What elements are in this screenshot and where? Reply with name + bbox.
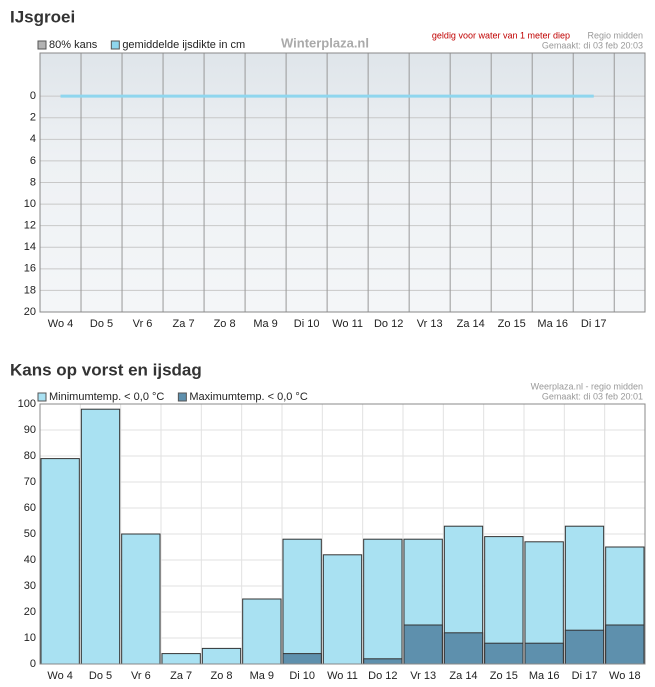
x-tick-label: Do 12 bbox=[368, 670, 397, 682]
legend-label: Maximumtemp. < 0,0 °C bbox=[189, 391, 307, 403]
plot-border bbox=[39, 403, 646, 665]
legend-swatch bbox=[110, 40, 120, 50]
x-tick-label: Wo 11 bbox=[332, 318, 363, 330]
bar bbox=[564, 629, 605, 665]
x-tick-label: Vr 6 bbox=[133, 318, 153, 330]
bar bbox=[322, 554, 363, 665]
x-tick-label: Zo 8 bbox=[214, 318, 236, 330]
y-tick-label: 50 bbox=[24, 528, 36, 540]
x-tick-label: Ma 16 bbox=[537, 318, 568, 330]
y-tick-label: 100 bbox=[18, 398, 36, 410]
y-tick-label: 6 bbox=[30, 155, 36, 167]
x-tick-label: Za 7 bbox=[170, 670, 192, 682]
annotation: Regio midden bbox=[587, 30, 643, 40]
legend-swatch bbox=[37, 40, 47, 50]
x-tick-label: Do 5 bbox=[89, 670, 112, 682]
bar bbox=[242, 598, 282, 665]
bar bbox=[40, 458, 80, 665]
y-tick-label: 60 bbox=[24, 502, 36, 514]
x-tick-label: Do 5 bbox=[90, 318, 113, 330]
x-tick-label: Vr 6 bbox=[131, 670, 151, 682]
legend-label: gemiddelde ijsdikte in cm bbox=[122, 39, 245, 51]
annotation: geldig voor water van 1 meter diep bbox=[432, 30, 570, 40]
y-tick-label: 0 bbox=[30, 658, 36, 670]
bar bbox=[605, 624, 645, 665]
legend-label: 80% kans bbox=[49, 39, 98, 51]
plot-border bbox=[39, 52, 646, 313]
y-tick-label: 10 bbox=[24, 198, 36, 210]
watermark: Winterplaza.nl bbox=[281, 35, 369, 50]
x-tick-label: Di 17 bbox=[581, 318, 607, 330]
y-tick-label: 0 bbox=[30, 90, 36, 102]
x-tick-label: Za 14 bbox=[457, 318, 485, 330]
x-tick-label: Di 10 bbox=[294, 318, 320, 330]
x-tick-label: Vr 13 bbox=[410, 670, 436, 682]
annotation: Gemaakt: di 03 feb 20:03 bbox=[542, 40, 643, 50]
x-tick-label: Di 10 bbox=[289, 670, 315, 682]
legend-label: Minimumtemp. < 0,0 °C bbox=[49, 391, 164, 403]
bar bbox=[443, 632, 484, 665]
x-tick-label: Wo 11 bbox=[327, 670, 358, 682]
chart-title: IJsgroei bbox=[10, 7, 75, 26]
x-tick-label: Wo 4 bbox=[48, 318, 73, 330]
y-tick-label: 4 bbox=[30, 133, 36, 145]
chart-title: Kans op vorst en ijsdag bbox=[10, 360, 202, 379]
y-tick-label: 40 bbox=[24, 554, 36, 566]
x-tick-label: Ma 9 bbox=[253, 318, 277, 330]
y-tick-label: 90 bbox=[24, 424, 36, 436]
bar bbox=[161, 653, 201, 665]
bar bbox=[484, 642, 524, 665]
y-tick-label: 18 bbox=[24, 284, 36, 296]
bar bbox=[282, 653, 322, 665]
y-tick-label: 20 bbox=[24, 306, 36, 318]
bar bbox=[282, 538, 322, 665]
legend-swatch bbox=[177, 392, 187, 402]
bar bbox=[363, 658, 403, 665]
x-tick-label: Di 17 bbox=[572, 670, 598, 682]
y-tick-label: 10 bbox=[24, 632, 36, 644]
x-tick-label: Zo 15 bbox=[490, 670, 518, 682]
y-tick-label: 70 bbox=[24, 476, 36, 488]
x-tick-label: Ma 9 bbox=[250, 670, 274, 682]
y-tick-label: 80 bbox=[24, 450, 36, 462]
x-tick-label: Vr 13 bbox=[417, 318, 443, 330]
bar bbox=[80, 408, 121, 665]
x-tick-label: Ma 16 bbox=[529, 670, 560, 682]
y-tick-label: 2 bbox=[30, 112, 36, 124]
x-tick-label: Zo 15 bbox=[498, 318, 526, 330]
y-tick-label: 12 bbox=[24, 220, 36, 232]
bar bbox=[403, 624, 443, 665]
x-tick-label: Do 12 bbox=[374, 318, 403, 330]
y-tick-label: 20 bbox=[24, 606, 36, 618]
bar bbox=[524, 642, 564, 665]
annotation: Weerplaza.nl - regio midden bbox=[531, 381, 643, 391]
bar bbox=[201, 647, 242, 665]
x-tick-label: Za 14 bbox=[449, 670, 477, 682]
bar bbox=[363, 538, 403, 665]
x-tick-label: Wo 18 bbox=[609, 670, 641, 682]
x-tick-label: Wo 4 bbox=[47, 670, 72, 682]
x-tick-label: Za 7 bbox=[173, 318, 195, 330]
bar bbox=[121, 533, 161, 665]
annotation: Gemaakt: di 03 feb 20:01 bbox=[542, 391, 643, 401]
legend-swatch bbox=[37, 392, 47, 402]
y-tick-label: 30 bbox=[24, 580, 36, 592]
y-tick-label: 16 bbox=[24, 263, 36, 275]
y-tick-label: 14 bbox=[24, 241, 36, 253]
x-tick-label: Zo 8 bbox=[210, 670, 232, 682]
y-tick-label: 8 bbox=[30, 176, 36, 188]
